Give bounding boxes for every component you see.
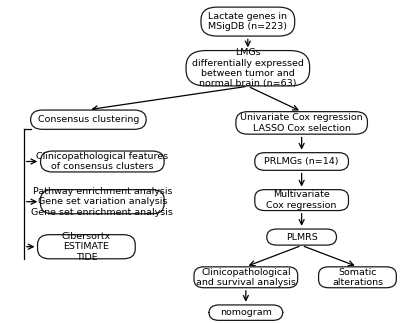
FancyBboxPatch shape bbox=[40, 190, 164, 214]
Text: Lactate genes in
MSigDB (n=223): Lactate genes in MSigDB (n=223) bbox=[208, 12, 287, 31]
FancyBboxPatch shape bbox=[255, 153, 348, 170]
FancyBboxPatch shape bbox=[209, 305, 283, 320]
FancyBboxPatch shape bbox=[201, 7, 295, 36]
Text: Pathway enrichment analysis
Gene set variation analysis
Gene set enrichment anal: Pathway enrichment analysis Gene set var… bbox=[32, 187, 173, 217]
FancyBboxPatch shape bbox=[30, 110, 146, 129]
FancyBboxPatch shape bbox=[40, 151, 164, 172]
Text: Clinicopathological
and survival analysis: Clinicopathological and survival analysi… bbox=[196, 267, 296, 287]
Text: Consensus clustering: Consensus clustering bbox=[38, 115, 139, 124]
FancyBboxPatch shape bbox=[186, 50, 310, 86]
FancyBboxPatch shape bbox=[255, 190, 348, 211]
Text: PRLMGs (n=14): PRLMGs (n=14) bbox=[264, 157, 339, 166]
Text: nomogram: nomogram bbox=[220, 308, 272, 317]
FancyBboxPatch shape bbox=[194, 267, 298, 288]
FancyBboxPatch shape bbox=[38, 235, 135, 259]
Text: PLMRS: PLMRS bbox=[286, 233, 318, 242]
FancyBboxPatch shape bbox=[267, 229, 336, 245]
Text: Somatic
alterations: Somatic alterations bbox=[332, 267, 383, 287]
FancyBboxPatch shape bbox=[318, 267, 396, 288]
Text: Multivariate
Cox regression: Multivariate Cox regression bbox=[266, 190, 337, 210]
Text: LMGs
differentially expressed
between tumor and
normal brain (n=63): LMGs differentially expressed between tu… bbox=[192, 48, 304, 88]
Text: Clinicopathological features
of consensus clusters: Clinicopathological features of consensu… bbox=[36, 152, 168, 171]
FancyBboxPatch shape bbox=[236, 112, 368, 134]
Text: Cibersortx
ESTIMATE
TIDE: Cibersortx ESTIMATE TIDE bbox=[62, 232, 111, 262]
Text: Univariate Cox regression
LASSO Cox selection: Univariate Cox regression LASSO Cox sele… bbox=[240, 113, 363, 133]
